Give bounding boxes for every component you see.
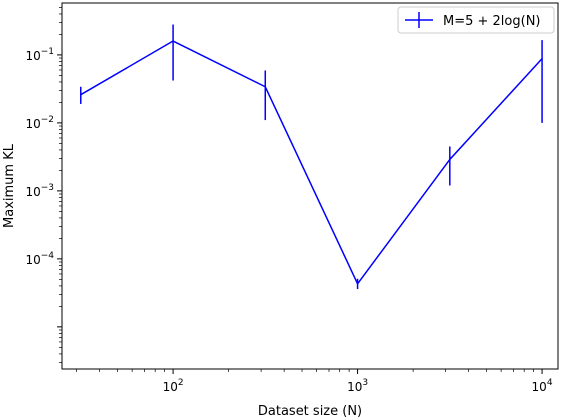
- legend-box: [397, 6, 555, 34]
- series-line: [80, 40, 543, 285]
- plot-area-background: [62, 3, 558, 369]
- x-axis-label: Dataset size (N): [258, 404, 362, 418]
- legend-series-label: M=5 + 2log(N): [443, 14, 541, 29]
- x-tick-label: 102: [163, 378, 184, 394]
- y-tick-label: 10−1: [25, 47, 54, 63]
- y-tick-label: 10−2: [25, 115, 54, 131]
- x-ticks: 102 103 104: [76, 369, 553, 394]
- y-ticks: 10−1 10−2 10−3 10−4: [25, 7, 62, 363]
- y-axis-label: Maximum KL: [2, 143, 17, 228]
- plot-frame: [61, 2, 559, 370]
- legend: M=5 + 2log(N): [397, 6, 555, 34]
- y-tick-label: 10−4: [25, 251, 54, 267]
- y-tick-label: 10−3: [25, 183, 54, 199]
- x-tick-label: 103: [347, 378, 368, 394]
- series-layer: [80, 24, 543, 290]
- x-tick-label: 104: [532, 378, 553, 394]
